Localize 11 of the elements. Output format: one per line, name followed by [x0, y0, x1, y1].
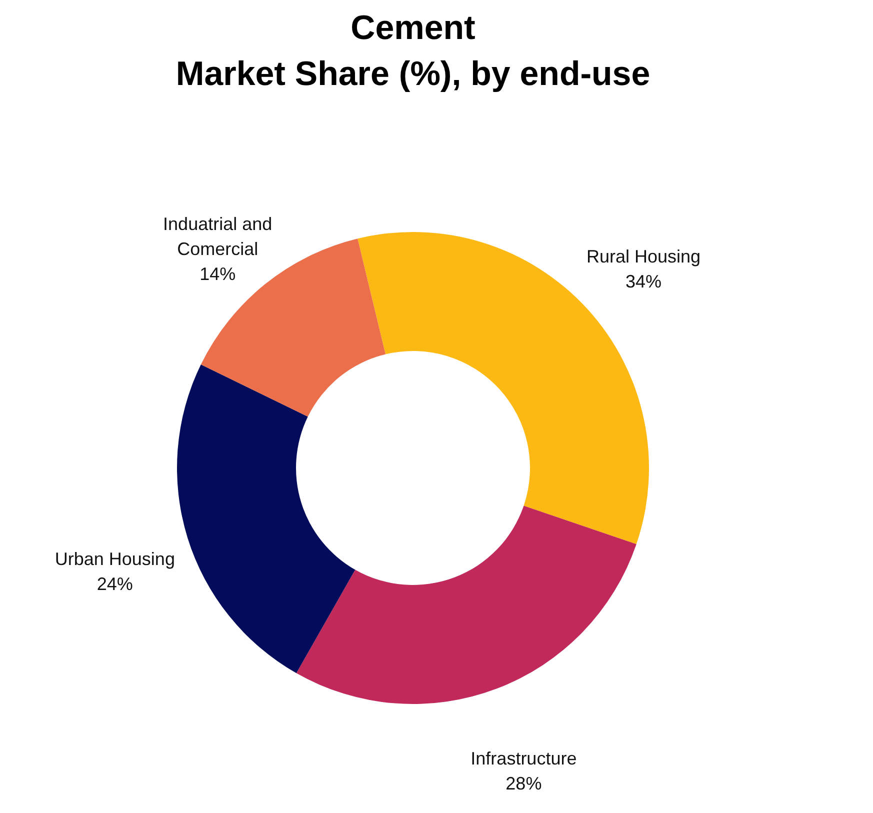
chart-title: Cement Market Share (%), by end-use: [176, 9, 650, 93]
donut-slice: [296, 506, 636, 704]
donut-slice: [177, 364, 356, 674]
data-label: 14%: [200, 264, 236, 284]
slice-label: Urban Housing: [54, 549, 175, 570]
slice-label: Infrastructure: [470, 748, 577, 769]
data-label: 34%: [625, 272, 662, 292]
slice-label: Induatrial and Comercial: [163, 214, 272, 259]
slice-label: Rural Housing: [586, 246, 701, 267]
data-label: 24%: [96, 574, 133, 594]
data-label: 28%: [506, 774, 542, 794]
